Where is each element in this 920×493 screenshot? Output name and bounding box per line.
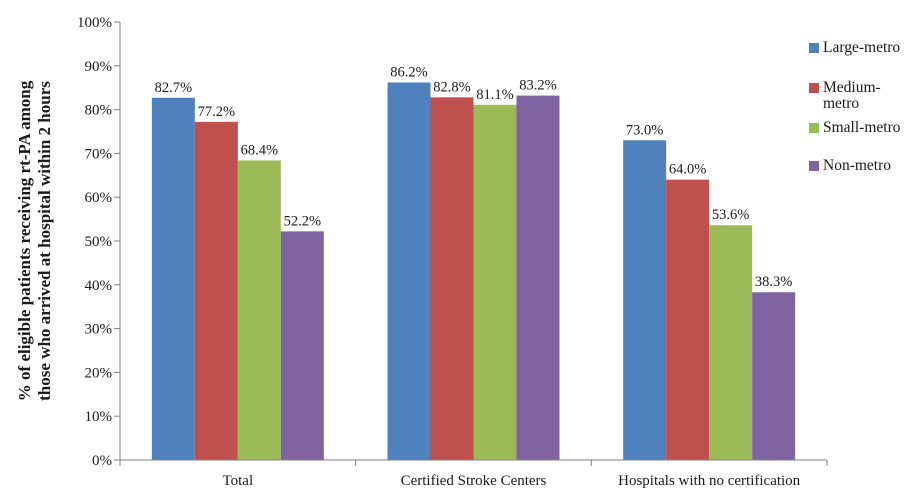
legend-label: Non-metro	[823, 157, 891, 174]
y-axis-label-line: % of eligible patients receiving rt-PA a…	[15, 80, 34, 401]
bar	[280, 231, 324, 460]
bar	[709, 225, 753, 460]
bar	[194, 121, 238, 460]
y-tick-label: 90%	[85, 59, 113, 75]
legend-swatch	[809, 83, 819, 93]
legend-swatch	[809, 43, 819, 53]
data-label: 64.0%	[669, 162, 706, 178]
bar	[387, 82, 431, 460]
legend-swatch	[809, 123, 819, 133]
x-category-label: Certified Stroke Centers	[401, 473, 547, 489]
bar	[752, 292, 796, 460]
legend-label: Small-metro	[823, 119, 901, 136]
y-tick-label: 60%	[85, 190, 113, 206]
bar	[430, 97, 474, 460]
bar	[516, 95, 560, 461]
y-axis-label-line: those who arrived at hospital within 2 h…	[35, 81, 54, 401]
y-tick-label: 20%	[85, 365, 113, 381]
data-label: 68.4%	[241, 142, 278, 158]
data-label: 83.2%	[519, 78, 556, 94]
legend-label: Medium-metro	[823, 79, 881, 112]
y-tick-label: 100%	[77, 15, 112, 31]
y-tick-label: 80%	[85, 103, 113, 119]
y-tick-label: 70%	[85, 146, 113, 162]
data-label: 82.8%	[433, 79, 470, 95]
data-label: 53.6%	[712, 207, 749, 223]
data-label: 38.3%	[755, 274, 792, 290]
bar	[237, 160, 281, 460]
data-label: 73.0%	[626, 122, 663, 138]
y-tick-label: 30%	[85, 322, 113, 338]
legend-swatch	[809, 161, 819, 171]
data-label: 86.2%	[390, 64, 427, 80]
legend: Large-metro Medium-metro Small-metro Non-me…	[809, 39, 901, 174]
x-category-label: Hospitals with no certification	[618, 473, 801, 489]
data-label: 77.2%	[198, 104, 235, 120]
y-tick-label: 40%	[85, 278, 113, 294]
bar	[151, 97, 195, 461]
y-axis-label: % of eligible patients receiving rt-PA a…	[15, 80, 54, 401]
y-tick-label: 50%	[85, 234, 113, 250]
data-label: 82.7%	[155, 80, 192, 96]
data-label: 81.1%	[476, 87, 513, 103]
bar	[473, 104, 517, 461]
y-tick-label: 0%	[92, 453, 112, 469]
x-axis: Total Certified Stroke Centers Hospitals w…	[119, 459, 828, 489]
data-label: 52.2%	[284, 213, 321, 229]
y-tick-label: 10%	[85, 409, 113, 425]
legend-label: Large-metro	[823, 39, 900, 56]
x-category-label: Total	[223, 473, 254, 489]
y-axis: 0% 10% 20% 30% 40% 50% 60% 70% 80% 90% 100%	[77, 15, 121, 469]
bar	[666, 179, 710, 460]
bar	[623, 140, 667, 460]
bars: 82.7% 77.2% 68.4% 52.2% 86.2% 82.8% 81.1% 83.2%…	[151, 64, 796, 461]
